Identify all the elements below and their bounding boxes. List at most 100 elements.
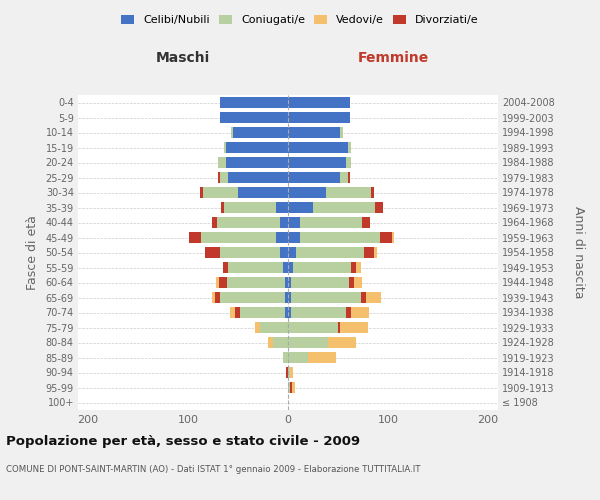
Bar: [288, 366, 290, 378]
Bar: [348, 142, 351, 154]
Bar: [220, 292, 285, 304]
Bar: [328, 336, 356, 348]
Bar: [313, 202, 375, 213]
Bar: [354, 276, 362, 288]
Bar: [380, 232, 392, 243]
Bar: [224, 142, 226, 154]
Bar: [300, 232, 380, 243]
Bar: [296, 246, 364, 258]
Bar: [288, 232, 300, 243]
Bar: [203, 186, 238, 198]
Bar: [288, 112, 350, 124]
Bar: [212, 292, 215, 304]
Bar: [288, 322, 338, 334]
Bar: [276, 202, 288, 213]
Bar: [375, 202, 383, 213]
Bar: [223, 262, 228, 274]
Bar: [220, 112, 288, 124]
Bar: [201, 232, 276, 243]
Bar: [226, 156, 288, 168]
Bar: [218, 172, 220, 183]
Bar: [288, 262, 293, 274]
Legend: Celibi/Nubili, Coniugati/e, Vedovi/e, Divorziati/e: Celibi/Nubili, Coniugati/e, Vedovi/e, Di…: [117, 10, 483, 30]
Bar: [280, 246, 288, 258]
Bar: [371, 186, 374, 198]
Bar: [288, 216, 300, 228]
Bar: [276, 232, 288, 243]
Text: Popolazione per età, sesso e stato civile - 2009: Popolazione per età, sesso e stato civil…: [6, 435, 360, 448]
Bar: [366, 292, 381, 304]
Bar: [228, 172, 288, 183]
Bar: [220, 246, 280, 258]
Bar: [288, 96, 350, 108]
Bar: [288, 172, 340, 183]
Bar: [356, 262, 361, 274]
Bar: [374, 246, 377, 258]
Bar: [288, 292, 291, 304]
Bar: [268, 336, 273, 348]
Bar: [392, 232, 394, 243]
Bar: [308, 352, 336, 364]
Bar: [288, 186, 326, 198]
Bar: [220, 96, 288, 108]
Bar: [285, 276, 288, 288]
Bar: [346, 156, 351, 168]
Bar: [288, 336, 328, 348]
Bar: [189, 232, 201, 243]
Bar: [231, 126, 233, 138]
Text: COMUNE DI PONT-SAINT-MARTIN (AO) - Dati ISTAT 1° gennaio 2009 - Elaborazione TUT: COMUNE DI PONT-SAINT-MARTIN (AO) - Dati …: [6, 465, 421, 474]
Bar: [288, 126, 340, 138]
Bar: [340, 126, 343, 138]
Bar: [227, 276, 285, 288]
Bar: [219, 276, 227, 288]
Bar: [224, 202, 276, 213]
Bar: [260, 322, 288, 334]
Y-axis label: Anni di nascita: Anni di nascita: [572, 206, 584, 298]
Bar: [286, 366, 288, 378]
Bar: [221, 202, 224, 213]
Bar: [291, 306, 346, 318]
Text: Femmine: Femmine: [358, 52, 428, 66]
Bar: [293, 262, 351, 274]
Bar: [255, 322, 260, 334]
Bar: [364, 246, 374, 258]
Bar: [288, 156, 346, 168]
Bar: [283, 262, 288, 274]
Bar: [288, 142, 348, 154]
Bar: [285, 292, 288, 304]
Bar: [283, 352, 288, 364]
Bar: [300, 216, 362, 228]
Bar: [348, 172, 350, 183]
Bar: [200, 186, 203, 198]
Bar: [291, 276, 349, 288]
Bar: [220, 172, 228, 183]
Bar: [349, 276, 354, 288]
Bar: [292, 382, 295, 394]
Bar: [215, 292, 220, 304]
Bar: [340, 322, 368, 334]
Bar: [340, 172, 348, 183]
Bar: [226, 142, 288, 154]
Bar: [230, 306, 235, 318]
Bar: [238, 186, 288, 198]
Bar: [216, 276, 219, 288]
Bar: [285, 306, 288, 318]
Bar: [280, 216, 288, 228]
Bar: [288, 306, 291, 318]
Bar: [326, 186, 371, 198]
Bar: [338, 322, 340, 334]
Bar: [212, 216, 217, 228]
Bar: [290, 366, 293, 378]
Bar: [235, 306, 240, 318]
Bar: [288, 352, 308, 364]
Bar: [288, 382, 290, 394]
Bar: [291, 292, 361, 304]
Bar: [233, 126, 288, 138]
Bar: [288, 276, 291, 288]
Bar: [217, 216, 280, 228]
Bar: [351, 306, 369, 318]
Bar: [290, 382, 292, 394]
Bar: [240, 306, 285, 318]
Bar: [228, 262, 283, 274]
Y-axis label: Fasce di età: Fasce di età: [26, 215, 38, 290]
